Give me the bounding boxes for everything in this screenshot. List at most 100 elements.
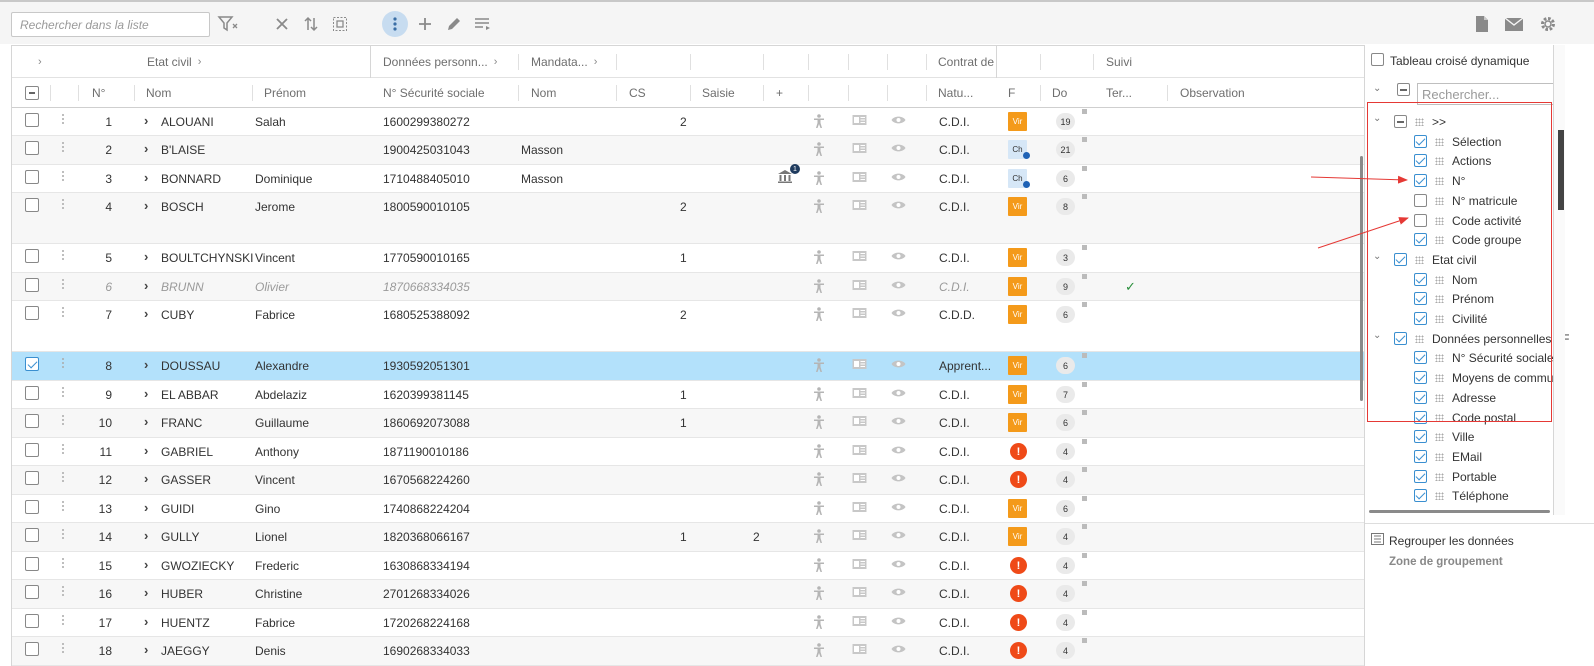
card-icon[interactable] xyxy=(852,529,867,544)
row-expand-chevron-icon[interactable]: › xyxy=(144,500,149,515)
tree-expand-chevron-icon[interactable]: ⌄ xyxy=(1373,113,1382,124)
add-icon[interactable] xyxy=(413,12,437,36)
person-icon[interactable] xyxy=(813,558,825,575)
row-actions-icon[interactable] xyxy=(62,199,65,211)
column-visibility-checkbox[interactable] xyxy=(1394,115,1407,128)
column-header-do[interactable]: Do xyxy=(1052,85,1068,100)
row-actions-icon[interactable] xyxy=(62,558,65,570)
drag-handle-icon[interactable] xyxy=(1415,255,1424,264)
card-icon[interactable] xyxy=(852,171,867,186)
document-count-badge[interactable]: 4 xyxy=(1056,642,1075,659)
row-checkbox[interactable] xyxy=(25,141,39,155)
expand-columns-chevron-icon[interactable]: › xyxy=(38,55,42,68)
drag-handle-icon[interactable] xyxy=(1435,452,1444,461)
table-row[interactable]: 9 › EL ABBAR Abdelaziz 1620399381145 1 C.D.I. V… xyxy=(12,381,1385,409)
row-actions-icon[interactable] xyxy=(62,142,65,154)
card-icon[interactable] xyxy=(852,358,867,373)
more-options-icon[interactable] xyxy=(382,11,408,37)
document-count-badge[interactable]: 4 xyxy=(1056,443,1075,460)
card-icon[interactable] xyxy=(852,501,867,516)
drag-handle-icon[interactable] xyxy=(1435,472,1444,481)
view-icon[interactable] xyxy=(891,501,906,515)
document-count-badge[interactable]: 21 xyxy=(1056,141,1075,158)
card-icon[interactable] xyxy=(852,279,867,294)
drag-handle-icon[interactable] xyxy=(1415,118,1424,126)
row-checkbox[interactable] xyxy=(25,278,39,292)
column-visibility-checkbox[interactable] xyxy=(1414,371,1427,385)
clear-icon[interactable] xyxy=(270,12,294,36)
alert-icon[interactable]: ! xyxy=(1010,585,1027,602)
person-icon[interactable] xyxy=(813,501,825,518)
pivot-checkbox[interactable] xyxy=(1371,53,1384,66)
payment-vir-badge[interactable]: Vir xyxy=(1008,413,1027,432)
column-header-f[interactable]: F xyxy=(1008,85,1016,100)
row-checkbox[interactable] xyxy=(25,642,39,656)
group-zone[interactable]: Zone de groupement xyxy=(1389,556,1503,568)
row-checkbox[interactable] xyxy=(25,500,39,514)
person-icon[interactable] xyxy=(813,171,825,188)
vertical-scrollbar[interactable] xyxy=(1360,156,1363,401)
row-checkbox[interactable] xyxy=(25,249,39,263)
select-all-icon[interactable] xyxy=(328,12,352,36)
drag-handle-icon[interactable] xyxy=(1415,334,1424,343)
drag-handle-icon[interactable] xyxy=(1435,433,1444,442)
table-row[interactable]: 3 › BONNARD Dominique 1710488405010 Masson 1 C.… xyxy=(12,164,1385,193)
row-actions-icon[interactable] xyxy=(62,586,65,598)
drag-handle-icon[interactable] xyxy=(1435,177,1444,186)
column-header-cs[interactable]: CS xyxy=(629,85,646,100)
drag-handle-icon[interactable] xyxy=(1435,216,1444,225)
table-row[interactable]: 10 › FRANC Guillaume 1860692073088 1 C.D.I. Vir… xyxy=(12,409,1385,438)
view-icon[interactable] xyxy=(891,586,906,600)
row-expand-chevron-icon[interactable]: › xyxy=(144,443,149,458)
column-visibility-checkbox[interactable] xyxy=(1414,430,1427,444)
column-search-input[interactable]: Rechercher... xyxy=(1417,83,1556,105)
mail-icon[interactable] xyxy=(1502,12,1526,36)
document-count-badge[interactable]: 6 xyxy=(1056,306,1075,323)
view-icon[interactable] xyxy=(891,171,906,185)
table-row[interactable]: 4 › BOSCH Jerome 1800590010105 2 C.D.I. Vir 8 xyxy=(12,193,1385,244)
document-count-badge[interactable]: 6 xyxy=(1056,170,1075,187)
view-icon[interactable] xyxy=(891,444,906,458)
person-icon[interactable] xyxy=(813,472,825,489)
document-count-badge[interactable]: 6 xyxy=(1056,500,1075,517)
card-icon[interactable] xyxy=(852,643,867,658)
person-icon[interactable] xyxy=(813,114,825,131)
card-icon[interactable] xyxy=(852,142,867,157)
tree-select-all-checkbox[interactable] xyxy=(1397,83,1410,96)
view-icon[interactable] xyxy=(891,199,906,213)
row-actions-icon[interactable] xyxy=(62,114,65,126)
document-count-badge[interactable]: 8 xyxy=(1056,198,1075,215)
view-icon[interactable] xyxy=(891,558,906,572)
document-count-badge[interactable]: 4 xyxy=(1056,528,1075,545)
column-header-plus[interactable]: + xyxy=(776,85,784,100)
document-count-badge[interactable]: 4 xyxy=(1056,585,1075,602)
search-input[interactable]: Rechercher dans la liste xyxy=(11,12,210,37)
group-header-etat-civil[interactable]: Etat civil › xyxy=(147,54,202,69)
row-expand-chevron-icon[interactable]: › xyxy=(144,113,149,128)
column-visibility-checkbox[interactable] xyxy=(1414,351,1427,365)
group-header-mandataire[interactable]: Mandata... › xyxy=(531,54,598,69)
row-actions-icon[interactable] xyxy=(62,415,65,427)
column-header-mandataire-nom[interactable]: Nom xyxy=(531,85,557,100)
column-header-observation[interactable]: Observation xyxy=(1180,85,1245,100)
table-row[interactable]: 11 › GABRIEL Anthony 1871190010186 C.D.I.! 4 xyxy=(12,438,1385,466)
column-header-prenom[interactable]: Prénom xyxy=(264,85,307,100)
group-header-suivi[interactable]: Suivi xyxy=(1106,54,1133,69)
document-count-badge[interactable]: 4 xyxy=(1056,614,1075,631)
drag-handle-icon[interactable] xyxy=(1435,315,1444,323)
document-count-badge[interactable]: 4 xyxy=(1056,471,1075,488)
settings-icon[interactable] xyxy=(1536,12,1560,36)
alert-icon[interactable]: ! xyxy=(1010,614,1027,631)
row-checkbox[interactable] xyxy=(25,414,39,428)
row-expand-chevron-icon[interactable]: › xyxy=(144,249,149,264)
row-checkbox[interactable] xyxy=(25,585,39,599)
payment-vir-badge[interactable]: Vir xyxy=(1008,248,1027,267)
side-tab-handle[interactable] xyxy=(1558,130,1564,210)
row-actions-icon[interactable] xyxy=(62,387,65,399)
payment-vir-badge[interactable]: Vir xyxy=(1008,197,1027,216)
drag-handle-icon[interactable] xyxy=(1435,137,1444,146)
view-icon[interactable] xyxy=(891,358,906,372)
alert-icon[interactable]: ! xyxy=(1010,471,1027,488)
card-icon[interactable] xyxy=(852,307,867,322)
table-row[interactable]: 5 › BOULTCHYNSKI Vincent 1770590010165 1 C.D.I… xyxy=(12,244,1385,273)
